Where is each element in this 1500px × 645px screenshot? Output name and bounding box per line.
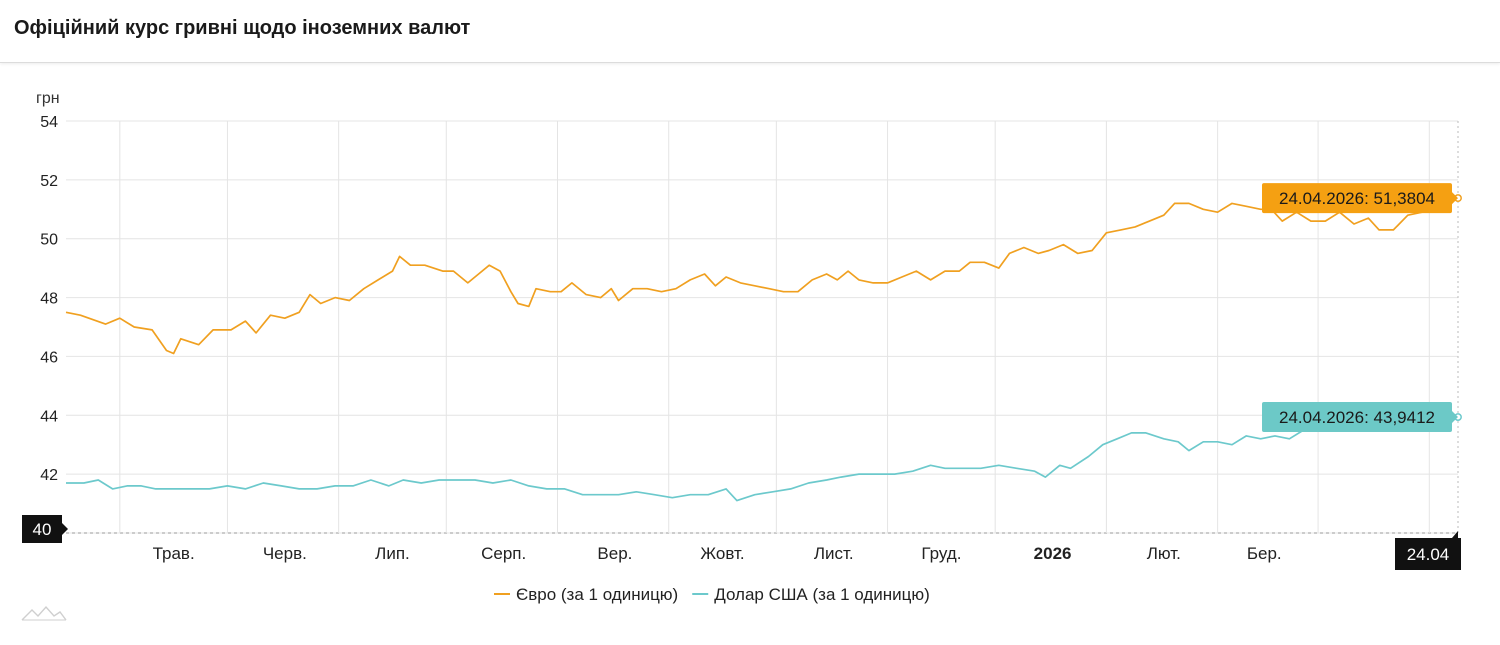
tooltip-text-0: 24.04.2026: 51,3804 xyxy=(1279,189,1435,208)
x-tick-label: Бер. xyxy=(1247,544,1282,563)
chart-legend: Євро (за 1 одиницю) Долар США (за 1 одини… xyxy=(494,585,930,604)
tooltip-pointer-1 xyxy=(1452,411,1458,424)
y-tick-label: 42 xyxy=(40,467,58,484)
x-tick-label: Трав. xyxy=(153,544,195,563)
crosshair-y-label: 40 xyxy=(33,520,52,539)
exchange-rate-chart[interactable]: грн 40 42 44 46 48 50 52 54 Трав. Черв. Лип. Серп.… xyxy=(0,63,1500,640)
series-line-0 xyxy=(65,197,1459,355)
series-lines xyxy=(65,194,1462,502)
tooltip-text-1: 24.04.2026: 43,9412 xyxy=(1279,408,1435,427)
x-tick-label: Лип. xyxy=(375,544,410,563)
y-axis-ticks: 4042444648505254 xyxy=(40,114,58,543)
crosshair-y-box xyxy=(22,515,62,543)
x-tick-label: 2026 xyxy=(1034,544,1072,563)
x-tick-label: Жовт. xyxy=(700,544,744,563)
x-tick-label: Вер. xyxy=(597,544,632,563)
y-tick-label: 50 xyxy=(40,232,58,249)
crosshair-x-label: 24.04 xyxy=(1407,545,1450,564)
y-tick-label: 44 xyxy=(40,408,58,425)
crosshair-y-pointer xyxy=(62,523,68,535)
legend-label-1: Долар США (за 1 одиницю) xyxy=(714,585,930,604)
x-axis-ticks: Трав. Черв. Лип. Серп. Вер. Жовт. Лист. Груд. 20… xyxy=(153,544,1282,563)
legend-label-0: Євро (за 1 одиницю) xyxy=(516,585,678,604)
x-tick-label: Лют. xyxy=(1147,544,1181,563)
y-tick-label: 46 xyxy=(40,349,58,366)
chart-grid xyxy=(66,120,1459,534)
x-tick-label: Лист. xyxy=(814,544,854,563)
series-tooltips: 24.04.2026: 51,3804 24.04.2026: 43,9412 xyxy=(1262,183,1458,433)
crosshair-x-box xyxy=(1395,538,1461,570)
tooltip-pointer-0 xyxy=(1452,192,1458,205)
x-tick-label: Черв. xyxy=(263,544,307,563)
title-bar: Офіційний курс гривні щодо іноземних вал… xyxy=(0,0,1500,63)
page-title: Офіційний курс гривні щодо іноземних вал… xyxy=(14,17,471,39)
tooltip-box-0 xyxy=(1262,183,1452,214)
series-line-1 xyxy=(66,416,1459,502)
crosshair-labels: 40 24.04 xyxy=(22,515,1461,570)
brand-logo-icon xyxy=(20,604,68,627)
y-tick-label: 54 xyxy=(40,114,58,131)
y-tick-label: 52 xyxy=(40,173,58,190)
crosshair-x-pointer xyxy=(1452,531,1458,538)
x-tick-label: Серп. xyxy=(481,544,526,563)
y-axis-label: грн xyxy=(36,90,60,107)
tooltip-box-1 xyxy=(1262,402,1452,433)
y-tick-label: 48 xyxy=(40,291,58,308)
chart-container[interactable]: грн 40 42 44 46 48 50 52 54 Трав. Черв. Лип. Серп.… xyxy=(0,63,1500,640)
x-tick-label: Груд. xyxy=(921,544,961,563)
